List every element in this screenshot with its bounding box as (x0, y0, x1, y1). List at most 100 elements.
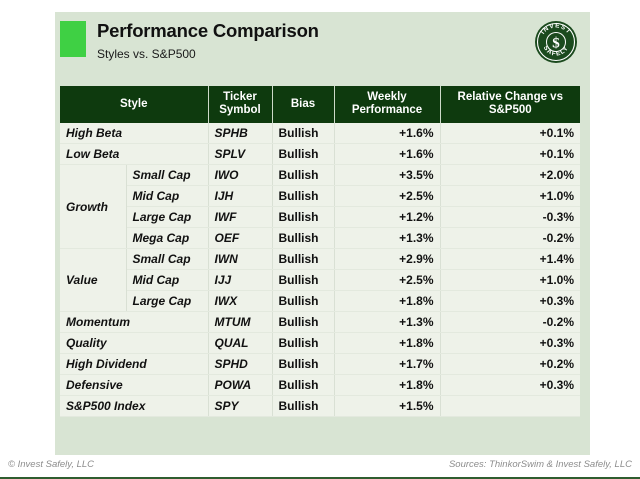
cell-relative-change: +1.0% (440, 269, 580, 291)
table-row: Mid Cap IJH Bullish +2.5% +1.0% (60, 185, 580, 207)
page-subtitle: Styles vs. S&P500 (97, 47, 196, 61)
cell-style-group: Value (60, 248, 127, 312)
column-header-bias: Bias (272, 86, 335, 123)
cell-ticker-symbol: OEF (208, 227, 273, 249)
cell-weekly-performance: +1.3% (334, 311, 441, 333)
bottom-rule (0, 477, 640, 479)
cell-bias: Bullish (272, 185, 335, 207)
column-header-relative-change: Relative Change vs S&P500 (440, 86, 580, 123)
table-row: Growth Small Cap IWO Bullish +3.5% +2.0% (60, 164, 580, 249)
table-body: High Beta SPHB Bullish +1.6% +0.1% Low Beta SP… (60, 122, 580, 417)
svg-text:$: $ (552, 36, 560, 52)
cell-relative-change: +0.1% (440, 143, 580, 165)
cell-relative-change: -0.2% (440, 311, 580, 333)
cell-style-subcategory: Mega Cap (126, 227, 209, 249)
cell-ticker-symbol: SPHB (208, 122, 273, 144)
cell-weekly-performance: +1.2% (334, 206, 441, 228)
cell-relative-change: +1.4% (440, 248, 580, 270)
cell-style: Defensive (60, 374, 209, 396)
cell-bias: Bullish (272, 374, 335, 396)
table-row: High Dividend SPHD Bullish +1.7% +0.2% (60, 353, 580, 375)
cell-weekly-performance: +3.5% (334, 164, 441, 186)
cell-relative-change: -0.3% (440, 206, 580, 228)
cell-style: Quality (60, 332, 209, 354)
footer-copyright: © Invest Safely, LLC (8, 459, 95, 470)
title-block: Performance Comparison Styles vs. S&P500 (97, 20, 319, 62)
table-row: Value Small Cap IWN Bullish +2.9% +1.4% (60, 248, 580, 312)
cell-relative-change: +0.2% (440, 353, 580, 375)
cell-weekly-performance: +1.5% (334, 395, 441, 417)
cell-relative-change: +0.3% (440, 374, 580, 396)
cell-bias: Bullish (272, 332, 335, 354)
cell-ticker-symbol: POWA (208, 374, 273, 396)
cell-bias: Bullish (272, 227, 335, 249)
cell-ticker-symbol: IJH (208, 185, 273, 207)
cell-weekly-performance: +2.5% (334, 185, 441, 207)
cell-bias: Bullish (272, 143, 335, 165)
page-footer: © Invest Safely, LLC Sources: ThinkorSwi… (0, 459, 640, 479)
cell-relative-change: +1.0% (440, 185, 580, 207)
accent-square (60, 21, 86, 57)
cell-weekly-performance: +2.9% (334, 248, 441, 270)
cell-ticker-symbol: IWN (208, 248, 273, 270)
cell-weekly-performance: +1.8% (334, 374, 441, 396)
cell-ticker-symbol: MTUM (208, 311, 273, 333)
cell-weekly-performance: +1.6% (334, 122, 441, 144)
cell-style: Momentum (60, 311, 209, 333)
table-row: Quality QUAL Bullish +1.8% +0.3% (60, 332, 580, 354)
cell-bias: Bullish (272, 122, 335, 144)
cell-ticker-symbol: QUAL (208, 332, 273, 354)
cell-style: S&P500 Index (60, 395, 209, 417)
table-row: High Beta SPHB Bullish +1.6% +0.1% (60, 122, 580, 144)
table-row: Defensive POWA Bullish +1.8% +0.3% (60, 374, 580, 396)
cell-style: High Beta (60, 122, 209, 144)
cell-style: High Dividend (60, 353, 209, 375)
cell-relative-change (440, 395, 580, 417)
cell-bias: Bullish (272, 290, 335, 312)
cell-bias: Bullish (272, 248, 335, 270)
page-title: Performance Comparison (97, 20, 319, 41)
column-header-weekly-performance: Weekly Performance (334, 86, 441, 123)
cell-relative-change: +0.3% (440, 290, 580, 312)
cell-bias: Bullish (272, 353, 335, 375)
svg-text:SAFELY: SAFELY (542, 45, 571, 58)
cell-relative-change: +2.0% (440, 164, 580, 186)
cell-bias: Bullish (272, 311, 335, 333)
cell-weekly-performance: +2.5% (334, 269, 441, 291)
cell-bias: Bullish (272, 269, 335, 291)
table-row: S&P500 Index SPY Bullish +1.5% (60, 395, 580, 417)
cell-bias: Bullish (272, 395, 335, 417)
cell-ticker-symbol: IWO (208, 164, 273, 186)
invest-safely-logo-icon: $ INVEST SAFELY (534, 20, 578, 64)
table-header-row: Style Ticker Symbol Bias Weekly Performa… (60, 86, 580, 123)
cell-style-subcategory: Mid Cap (126, 269, 209, 291)
cell-style: Low Beta (60, 143, 209, 165)
cell-style-subcategory: Large Cap (126, 206, 209, 228)
cell-ticker-symbol: SPY (208, 395, 273, 417)
cell-style-subcategory: Small Cap (126, 248, 209, 270)
cell-ticker-symbol: IWF (208, 206, 273, 228)
performance-comparison-table: Style Ticker Symbol Bias Weekly Performa… (60, 86, 580, 417)
cell-ticker-symbol: IJJ (208, 269, 273, 291)
table-row: Momentum MTUM Bullish +1.3% -0.2% (60, 311, 580, 333)
cell-weekly-performance: +1.8% (334, 332, 441, 354)
footer-sources: Sources: ThinkorSwim & Invest Safely, LL… (448, 459, 632, 470)
table-row: Low Beta SPLV Bullish +1.6% +0.1% (60, 143, 580, 165)
cell-bias: Bullish (272, 206, 335, 228)
cell-relative-change: -0.2% (440, 227, 580, 249)
cell-style-subcategory: Small Cap (126, 164, 209, 186)
cell-ticker-symbol: SPHD (208, 353, 273, 375)
cell-ticker-symbol: IWX (208, 290, 273, 312)
slide-card: Performance Comparison Styles vs. S&P500… (55, 12, 590, 455)
table-row: Large Cap IWX Bullish +1.8% +0.3% (60, 290, 580, 312)
table-row: Mega Cap OEF Bullish +1.3% -0.2% (60, 227, 580, 249)
cell-weekly-performance: +1.6% (334, 143, 441, 165)
cell-weekly-performance: +1.8% (334, 290, 441, 312)
column-header-ticker-symbol: Ticker Symbol (208, 86, 273, 123)
cell-style-subcategory: Large Cap (126, 290, 209, 312)
column-header-style: Style (60, 86, 209, 123)
table-row: Large Cap IWF Bullish +1.2% -0.3% (60, 206, 580, 228)
cell-ticker-symbol: SPLV (208, 143, 273, 165)
cell-weekly-performance: +1.3% (334, 227, 441, 249)
card-header: Performance Comparison Styles vs. S&P500… (55, 12, 590, 84)
